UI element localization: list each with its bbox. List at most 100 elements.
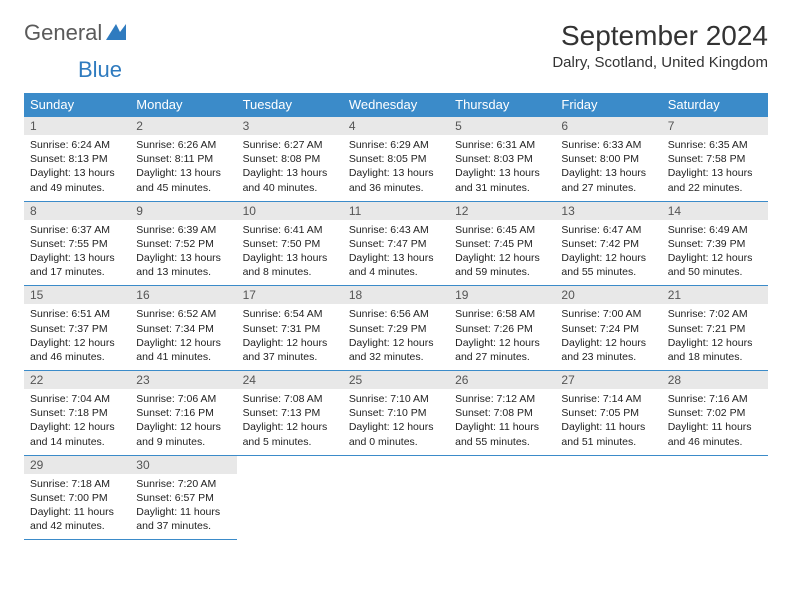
- daylight-text: Daylight: 13 hours and 31 minutes.: [455, 166, 549, 194]
- day-number: 11: [343, 201, 449, 220]
- sunset-text: Sunset: 7:24 PM: [561, 322, 655, 336]
- sunrise-text: Sunrise: 6:47 AM: [561, 223, 655, 237]
- day-number: 3: [237, 117, 343, 136]
- sunset-text: Sunset: 7:50 PM: [243, 237, 337, 251]
- day-content: Sunrise: 7:14 AMSunset: 7:05 PMDaylight:…: [555, 389, 661, 455]
- day-content: Sunrise: 6:51 AMSunset: 7:37 PMDaylight:…: [24, 304, 130, 370]
- sunset-text: Sunset: 7:26 PM: [455, 322, 549, 336]
- sunset-text: Sunset: 7:39 PM: [668, 237, 762, 251]
- day-number: 17: [237, 286, 343, 305]
- day-content: Sunrise: 7:06 AMSunset: 7:16 PMDaylight:…: [130, 389, 236, 455]
- daylight-text: Daylight: 12 hours and 9 minutes.: [136, 420, 230, 448]
- daylight-text: Daylight: 13 hours and 22 minutes.: [668, 166, 762, 194]
- day-number-row: 891011121314: [24, 201, 768, 220]
- day-number: 22: [24, 371, 130, 390]
- day-number-row: 15161718192021: [24, 286, 768, 305]
- day-number: 23: [130, 371, 236, 390]
- sunset-text: Sunset: 7:58 PM: [668, 152, 762, 166]
- daylight-text: Daylight: 13 hours and 36 minutes.: [349, 166, 443, 194]
- sunrise-text: Sunrise: 7:04 AM: [30, 392, 124, 406]
- day-content: Sunrise: 6:54 AMSunset: 7:31 PMDaylight:…: [237, 304, 343, 370]
- sunrise-text: Sunrise: 7:00 AM: [561, 307, 655, 321]
- sunrise-text: Sunrise: 7:18 AM: [30, 477, 124, 491]
- day-content: Sunrise: 6:37 AMSunset: 7:55 PMDaylight:…: [24, 220, 130, 286]
- day-header-fri: Friday: [555, 93, 661, 117]
- daylight-text: Daylight: 12 hours and 0 minutes.: [349, 420, 443, 448]
- day-header-thu: Thursday: [449, 93, 555, 117]
- sunrise-text: Sunrise: 7:10 AM: [349, 392, 443, 406]
- sunrise-text: Sunrise: 7:08 AM: [243, 392, 337, 406]
- sunset-text: Sunset: 7:21 PM: [668, 322, 762, 336]
- daylight-text: Daylight: 12 hours and 32 minutes.: [349, 336, 443, 364]
- sunrise-text: Sunrise: 7:02 AM: [668, 307, 762, 321]
- day-content: Sunrise: 6:52 AMSunset: 7:34 PMDaylight:…: [130, 304, 236, 370]
- logo-triangle-icon: [106, 24, 126, 45]
- sunrise-text: Sunrise: 6:24 AM: [30, 138, 124, 152]
- day-number: 8: [24, 201, 130, 220]
- day-number: 24: [237, 371, 343, 390]
- sunset-text: Sunset: 8:08 PM: [243, 152, 337, 166]
- week-row: Sunrise: 6:51 AMSunset: 7:37 PM Daylight:…: [24, 304, 768, 370]
- day-number: 25: [343, 371, 449, 390]
- sunrise-text: Sunrise: 6:58 AM: [455, 307, 549, 321]
- sunrise-text: Sunrise: 6:37 AM: [30, 223, 124, 237]
- daylight-text: Daylight: 12 hours and 18 minutes.: [668, 336, 762, 364]
- sunset-text: Sunset: 8:05 PM: [349, 152, 443, 166]
- sunset-text: Sunset: 7:42 PM: [561, 237, 655, 251]
- day-number-row: 1234567: [24, 117, 768, 136]
- day-content: Sunrise: 7:08 AMSunset: 7:13 PMDaylight:…: [237, 389, 343, 455]
- sunset-text: Sunset: 7:05 PM: [561, 406, 655, 420]
- day-content: Sunrise: 6:47 AMSunset: 7:42 PMDaylight:…: [555, 220, 661, 286]
- day-number: 21: [662, 286, 768, 305]
- daylight-text: Daylight: 11 hours and 46 minutes.: [668, 420, 762, 448]
- day-content: Sunrise: 6:45 AMSunset: 7:45 PMDaylight:…: [449, 220, 555, 286]
- daylight-text: Daylight: 12 hours and 14 minutes.: [30, 420, 124, 448]
- day-number: 27: [555, 371, 661, 390]
- daylight-text: Daylight: 11 hours and 37 minutes.: [136, 505, 230, 533]
- sunrise-text: Sunrise: 6:27 AM: [243, 138, 337, 152]
- day-content: Sunrise: 6:58 AMSunset: 7:26 PMDaylight:…: [449, 304, 555, 370]
- day-number: 2: [130, 117, 236, 136]
- sunset-text: Sunset: 7:31 PM: [243, 322, 337, 336]
- sunset-text: Sunset: 7:45 PM: [455, 237, 549, 251]
- month-title: September 2024: [552, 20, 768, 52]
- sunrise-text: Sunrise: 6:39 AM: [136, 223, 230, 237]
- day-content: Sunrise: 6:31 AMSunset: 8:03 PMDaylight:…: [449, 135, 555, 201]
- daylight-text: Daylight: 13 hours and 17 minutes.: [30, 251, 124, 279]
- sunset-text: Sunset: 7:37 PM: [30, 322, 124, 336]
- day-content: Sunrise: 6:49 AMSunset: 7:39 PMDaylight:…: [662, 220, 768, 286]
- sunrise-text: Sunrise: 6:29 AM: [349, 138, 443, 152]
- logo-text-general: General: [24, 20, 102, 46]
- day-number: 4: [343, 117, 449, 136]
- day-number: 6: [555, 117, 661, 136]
- sunrise-text: Sunrise: 6:52 AM: [136, 307, 230, 321]
- sunset-text: Sunset: 7:13 PM: [243, 406, 337, 420]
- day-content: Sunrise: 6:26 AMSunset: 8:11 PMDaylight:…: [130, 135, 236, 201]
- day-header-sat: Saturday: [662, 93, 768, 117]
- calendar-table: Sunday Monday Tuesday Wednesday Thursday…: [24, 93, 768, 540]
- sunrise-text: Sunrise: 6:49 AM: [668, 223, 762, 237]
- daylight-text: Daylight: 11 hours and 51 minutes.: [561, 420, 655, 448]
- day-number: 13: [555, 201, 661, 220]
- sunset-text: Sunset: 6:57 PM: [136, 491, 230, 505]
- day-number: 18: [343, 286, 449, 305]
- logo: General: [24, 20, 128, 46]
- sunset-text: Sunset: 8:13 PM: [30, 152, 124, 166]
- sunrise-text: Sunrise: 6:41 AM: [243, 223, 337, 237]
- daylight-text: Daylight: 12 hours and 5 minutes.: [243, 420, 337, 448]
- daylight-text: Daylight: 13 hours and 27 minutes.: [561, 166, 655, 194]
- day-number: 26: [449, 371, 555, 390]
- week-row: Sunrise: 6:24 AMSunset: 8:13 PM Daylight:…: [24, 135, 768, 201]
- day-header-row: Sunday Monday Tuesday Wednesday Thursday…: [24, 93, 768, 117]
- day-number: 29: [24, 455, 130, 474]
- day-number: 19: [449, 286, 555, 305]
- daylight-text: Daylight: 13 hours and 4 minutes.: [349, 251, 443, 279]
- sunrise-text: Sunrise: 6:51 AM: [30, 307, 124, 321]
- sunrise-text: Sunrise: 6:33 AM: [561, 138, 655, 152]
- day-number: 7: [662, 117, 768, 136]
- sunrise-text: Sunrise: 6:31 AM: [455, 138, 549, 152]
- daylight-text: Daylight: 12 hours and 55 minutes.: [561, 251, 655, 279]
- sunrise-text: Sunrise: 7:16 AM: [668, 392, 762, 406]
- day-content: Sunrise: 7:00 AMSunset: 7:24 PMDaylight:…: [555, 304, 661, 370]
- day-content: Sunrise: 6:27 AMSunset: 8:08 PMDaylight:…: [237, 135, 343, 201]
